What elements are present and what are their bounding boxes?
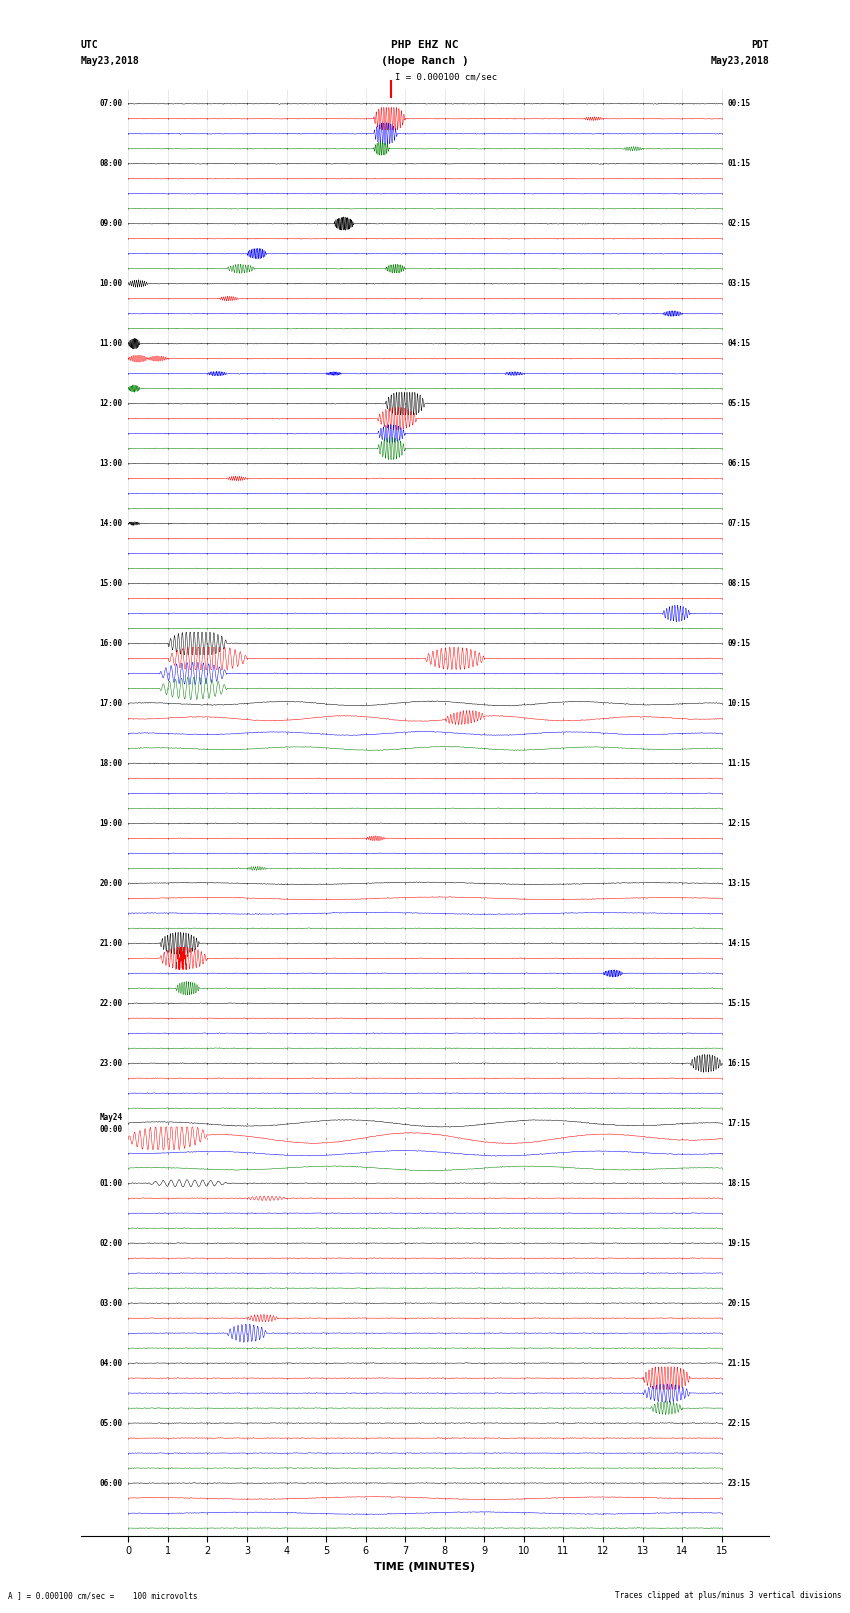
- Text: 00:00: 00:00: [99, 1124, 122, 1134]
- Text: 19:00: 19:00: [99, 819, 122, 827]
- Text: 02:15: 02:15: [728, 219, 751, 227]
- Text: 15:15: 15:15: [728, 998, 751, 1008]
- Text: 17:15: 17:15: [728, 1119, 751, 1127]
- Text: 06:00: 06:00: [99, 1479, 122, 1487]
- Text: May24: May24: [99, 1113, 122, 1121]
- Text: 16:15: 16:15: [728, 1058, 751, 1068]
- Text: 22:15: 22:15: [728, 1418, 751, 1428]
- Text: 01:00: 01:00: [99, 1179, 122, 1187]
- Text: 11:15: 11:15: [728, 760, 751, 768]
- Text: 21:00: 21:00: [99, 939, 122, 948]
- Text: I = 0.000100 cm/sec: I = 0.000100 cm/sec: [395, 73, 497, 82]
- Text: 12:00: 12:00: [99, 398, 122, 408]
- Text: A ] = 0.000100 cm/sec =    100 microvolts: A ] = 0.000100 cm/sec = 100 microvolts: [8, 1590, 198, 1600]
- Text: 19:15: 19:15: [728, 1239, 751, 1248]
- Text: 11:00: 11:00: [99, 339, 122, 348]
- Text: PDT: PDT: [751, 40, 769, 50]
- Text: 08:15: 08:15: [728, 579, 751, 589]
- Text: 21:15: 21:15: [728, 1358, 751, 1368]
- Text: 18:15: 18:15: [728, 1179, 751, 1187]
- Text: 06:15: 06:15: [728, 460, 751, 468]
- Text: 07:15: 07:15: [728, 519, 751, 527]
- Text: 10:00: 10:00: [99, 279, 122, 289]
- Text: 05:15: 05:15: [728, 398, 751, 408]
- Text: 01:15: 01:15: [728, 160, 751, 168]
- Text: 12:15: 12:15: [728, 819, 751, 827]
- Text: 20:00: 20:00: [99, 879, 122, 887]
- Text: 15:00: 15:00: [99, 579, 122, 589]
- Text: 04:15: 04:15: [728, 339, 751, 348]
- Text: 03:15: 03:15: [728, 279, 751, 289]
- Text: 23:00: 23:00: [99, 1058, 122, 1068]
- Text: May23,2018: May23,2018: [711, 56, 769, 66]
- X-axis label: TIME (MINUTES): TIME (MINUTES): [375, 1561, 475, 1571]
- Text: 03:00: 03:00: [99, 1298, 122, 1308]
- Text: 07:00: 07:00: [99, 100, 122, 108]
- Text: 22:00: 22:00: [99, 998, 122, 1008]
- Text: 14:00: 14:00: [99, 519, 122, 527]
- Text: 08:00: 08:00: [99, 160, 122, 168]
- Text: 09:15: 09:15: [728, 639, 751, 648]
- Text: 13:00: 13:00: [99, 460, 122, 468]
- Text: 23:15: 23:15: [728, 1479, 751, 1487]
- Text: Traces clipped at plus/minus 3 vertical divisions: Traces clipped at plus/minus 3 vertical …: [615, 1590, 842, 1600]
- Text: 18:00: 18:00: [99, 760, 122, 768]
- Text: 14:15: 14:15: [728, 939, 751, 948]
- Text: 13:15: 13:15: [728, 879, 751, 887]
- Text: 10:15: 10:15: [728, 698, 751, 708]
- Text: PHP EHZ NC: PHP EHZ NC: [391, 40, 459, 50]
- Text: 00:15: 00:15: [728, 100, 751, 108]
- Text: (Hope Ranch ): (Hope Ranch ): [381, 56, 469, 66]
- Text: 16:00: 16:00: [99, 639, 122, 648]
- Text: 09:00: 09:00: [99, 219, 122, 227]
- Text: 02:00: 02:00: [99, 1239, 122, 1248]
- Text: UTC: UTC: [81, 40, 99, 50]
- Text: 04:00: 04:00: [99, 1358, 122, 1368]
- Text: 20:15: 20:15: [728, 1298, 751, 1308]
- Text: 17:00: 17:00: [99, 698, 122, 708]
- Text: 05:00: 05:00: [99, 1418, 122, 1428]
- Text: May23,2018: May23,2018: [81, 56, 139, 66]
